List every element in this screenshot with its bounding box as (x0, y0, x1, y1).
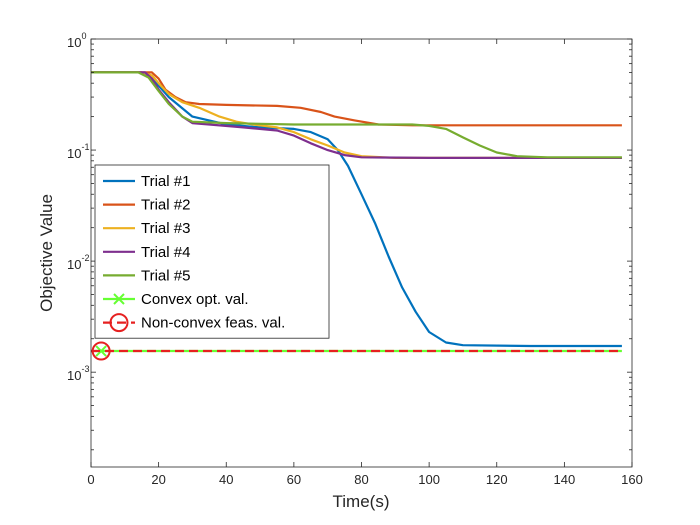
legend-label: Trial #3 (141, 220, 190, 237)
legend-marker-x (113, 293, 125, 305)
legend-label: Trial #5 (141, 267, 190, 284)
y-tick-label: 10-3 (67, 364, 89, 383)
x-tick-label: 120 (486, 472, 508, 487)
series-line-4 (91, 71, 622, 159)
x-tick-label: 100 (418, 472, 440, 487)
plot-area (91, 71, 622, 361)
y-axis-label: Objective Value (37, 194, 56, 312)
legend-label: Non-convex feas. val. (141, 315, 285, 332)
series-line-5 (91, 71, 622, 159)
legend: Trial #1 Trial #2 Trial #3 Trial #4 Trial #5… (94, 164, 330, 339)
x-tick-label: 60 (287, 472, 301, 487)
y-tick-label: 100 (67, 31, 86, 50)
y-tick-label: 10-1 (67, 142, 89, 161)
x-tick-label: 40 (219, 472, 233, 487)
x-tick-label: 20 (151, 472, 165, 487)
series-line-2 (91, 71, 622, 127)
y-tick-label: 10-2 (67, 253, 89, 272)
legend-label: Trial #4 (141, 244, 190, 261)
series-marker-circle (91, 341, 111, 361)
x-tick-label: 80 (354, 472, 368, 487)
x-tick-label: 0 (87, 472, 94, 487)
legend-label: Trial #2 (141, 197, 190, 214)
x-axis: 0 20 40 60 80 100 120 140 160 (87, 39, 643, 487)
legend-label: Convex opt. val. (141, 291, 249, 308)
legend-marker-circle (109, 313, 129, 333)
legend-label: Trial #1 (141, 173, 190, 190)
x-axis-label: Time(s) (333, 492, 390, 511)
x-tick-label: 160 (621, 472, 643, 487)
x-tick-label: 140 (554, 472, 576, 487)
series-marker-x (95, 345, 107, 357)
